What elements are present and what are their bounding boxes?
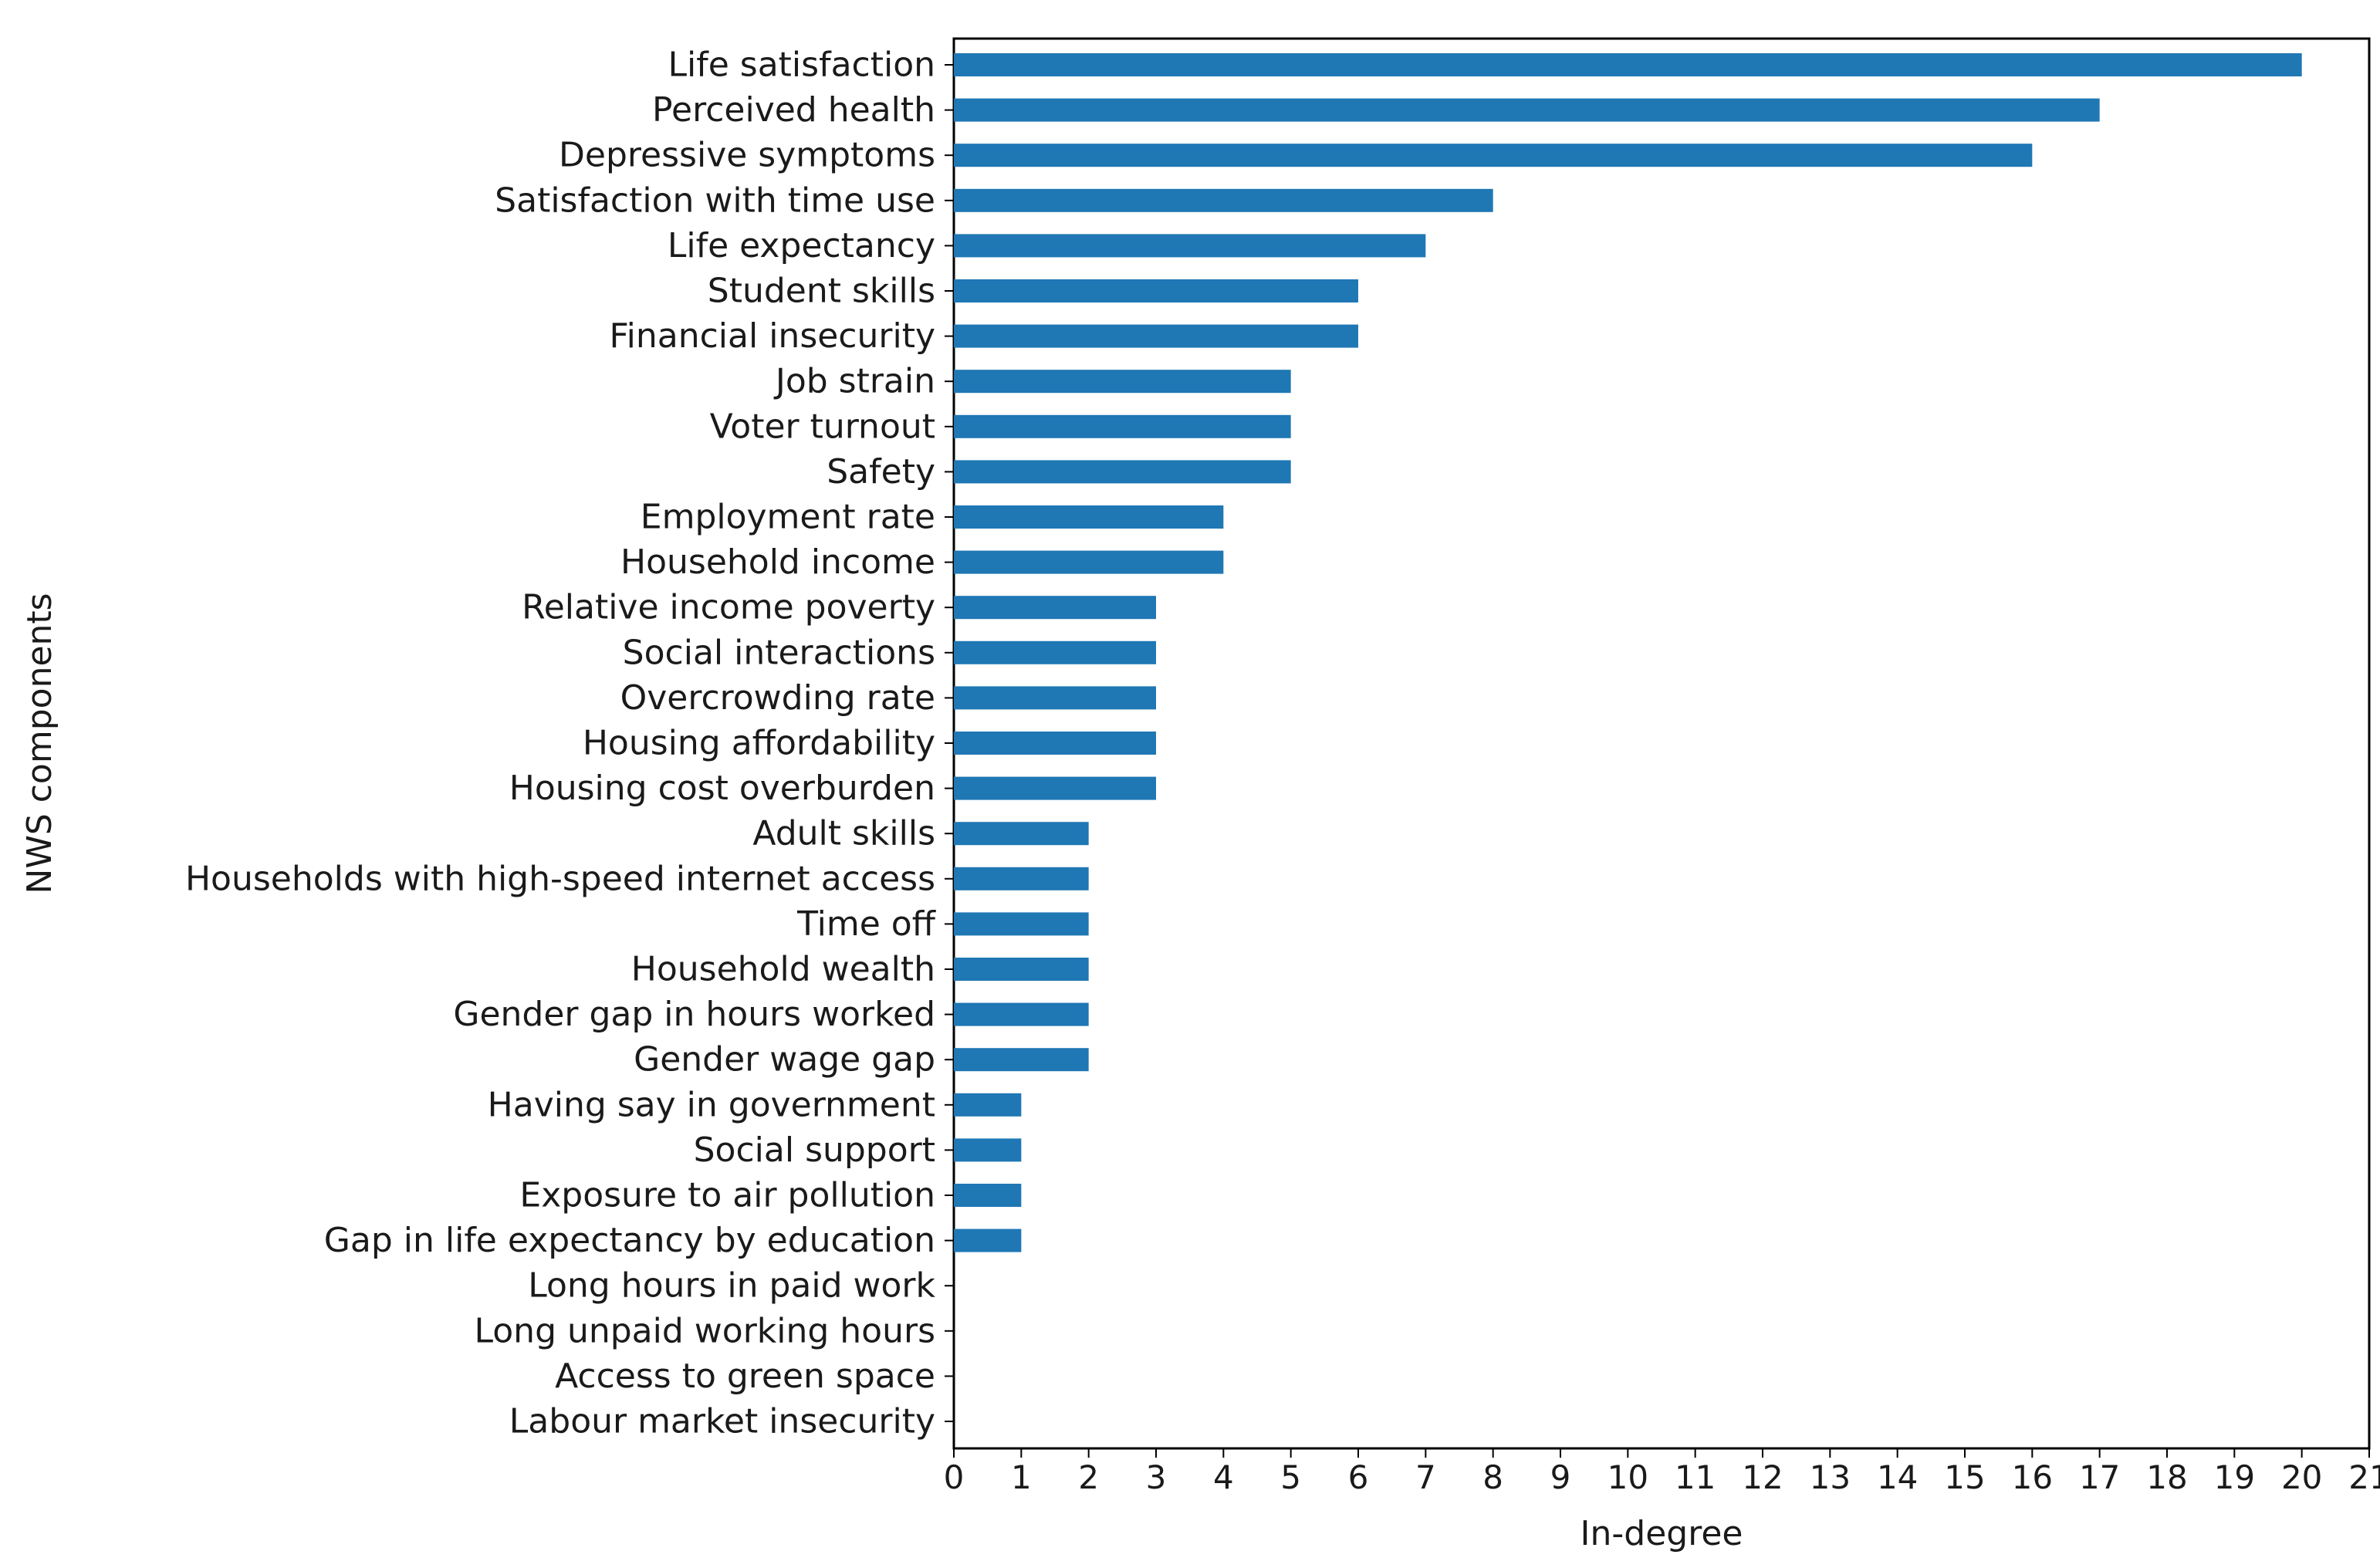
bar-overcrowding-rate xyxy=(954,686,1156,710)
x-tick-label: 16 xyxy=(2012,1458,2053,1496)
x-tick-label: 12 xyxy=(1742,1458,1783,1496)
category-label: Adult skills xyxy=(752,814,935,853)
x-axis-title: In-degree xyxy=(1580,1514,1743,1553)
bar-perceived-health xyxy=(954,98,2100,122)
bar-time-off xyxy=(954,912,1089,936)
category-label: Access to green space xyxy=(555,1357,935,1396)
category-label: Social support xyxy=(694,1130,935,1170)
bar-housing-cost-overburden xyxy=(954,776,1156,800)
bar-life-satisfaction xyxy=(954,53,2302,76)
category-label: Employment rate xyxy=(641,498,935,537)
x-tick-label: 14 xyxy=(1877,1458,1918,1496)
bar-household-wealth xyxy=(954,958,1089,981)
x-tick-label: 11 xyxy=(1675,1458,1716,1496)
category-label: Housing cost overburden xyxy=(509,769,935,808)
bar-social-support xyxy=(954,1138,1022,1162)
bar-exposure-to-air-pollution xyxy=(954,1184,1022,1207)
category-label: Household wealth xyxy=(631,950,935,989)
bar-voter-turnout xyxy=(954,414,1291,438)
category-label: Life expectancy xyxy=(668,226,935,265)
category-label: Satisfaction with time use xyxy=(495,181,935,220)
x-tick-label: 19 xyxy=(2214,1458,2255,1496)
bar-social-interactions xyxy=(954,640,1156,664)
x-tick-label: 0 xyxy=(944,1458,965,1496)
category-label: Long unpaid working hours xyxy=(475,1311,935,1350)
category-label: Housing affordability xyxy=(583,724,935,763)
bar-gender-gap-in-hours-worked xyxy=(954,1002,1089,1026)
x-tick-label: 20 xyxy=(2281,1458,2322,1496)
x-tick-label: 17 xyxy=(2079,1458,2120,1496)
bar-depressive-symptoms xyxy=(954,144,2033,167)
bar-adult-skills xyxy=(954,822,1089,846)
bar-student-skills xyxy=(954,279,1358,302)
category-label: Overcrowding rate xyxy=(620,678,935,718)
category-label: Student skills xyxy=(708,272,935,311)
category-label: Life satisfaction xyxy=(668,46,936,85)
category-label: Labour market insecurity xyxy=(509,1402,935,1441)
category-label: Financial insecurity xyxy=(610,316,935,356)
bar-employment-rate xyxy=(954,505,1224,529)
bar-housing-affordability xyxy=(954,732,1156,755)
bar-safety xyxy=(954,460,1291,484)
x-tick-label: 13 xyxy=(1810,1458,1851,1496)
category-label: Households with high-speed internet acce… xyxy=(185,859,935,898)
x-tick-label: 4 xyxy=(1213,1458,1234,1496)
x-tick-label: 2 xyxy=(1078,1458,1099,1496)
x-tick-label: 5 xyxy=(1280,1458,1301,1496)
bar-satisfaction-with-time-use xyxy=(954,188,1493,212)
bar-job-strain xyxy=(954,370,1291,394)
bar-household-income xyxy=(954,550,1224,574)
x-tick-label: 6 xyxy=(1348,1458,1369,1496)
x-tick-label: 9 xyxy=(1550,1458,1571,1496)
category-label: Gender wage gap xyxy=(634,1040,935,1080)
category-label: Exposure to air pollution xyxy=(519,1176,935,1215)
category-label: Relative income poverty xyxy=(522,588,935,627)
bar-life-expectancy xyxy=(954,234,1426,258)
category-label: Time off xyxy=(796,904,937,944)
bar-gender-wage-gap xyxy=(954,1048,1089,1072)
bars-group xyxy=(954,53,2302,1252)
bar-relative-income-poverty xyxy=(954,596,1156,620)
x-tick-label: 8 xyxy=(1482,1458,1503,1496)
x-tick-label: 18 xyxy=(2146,1458,2187,1496)
category-label: Job strain xyxy=(773,362,935,401)
category-label: Voter turnout xyxy=(710,407,935,446)
category-label: Social interactions xyxy=(623,633,935,672)
x-tick-label: 10 xyxy=(1608,1458,1648,1496)
bar-having-say-in-government xyxy=(954,1093,1022,1117)
category-label: Long hours in paid work xyxy=(528,1266,935,1306)
category-label: Gender gap in hours worked xyxy=(453,995,935,1034)
x-tick-label: 21 xyxy=(2348,1458,2380,1496)
x-tick-label: 7 xyxy=(1415,1458,1436,1496)
category-label: Safety xyxy=(827,452,935,492)
category-label: Having say in government xyxy=(488,1085,935,1124)
y-axis-title: NWS components xyxy=(20,593,59,894)
bar-gap-in-life-expectancy-by-education xyxy=(954,1228,1022,1252)
bar-households-with-high-speed-internet-access xyxy=(954,867,1089,890)
x-ticks-group: 0 1 2 3 4 5 6 7 8 9 10 11 12 13 14 15 16 17 18 19 20 21 xyxy=(944,1448,2380,1496)
category-label: Depressive symptoms xyxy=(559,136,935,175)
category-label: Household income xyxy=(620,542,935,582)
category-label: Perceived health xyxy=(652,90,935,130)
x-tick-label: 1 xyxy=(1011,1458,1032,1496)
category-label: Gap in life expectancy by education xyxy=(324,1221,935,1260)
category-labels-group: Life satisfaction Perceived health Depress… xyxy=(185,46,954,1441)
bar-financial-insecurity xyxy=(954,324,1358,348)
x-tick-label: 15 xyxy=(1944,1458,1985,1496)
x-tick-label: 3 xyxy=(1146,1458,1167,1496)
